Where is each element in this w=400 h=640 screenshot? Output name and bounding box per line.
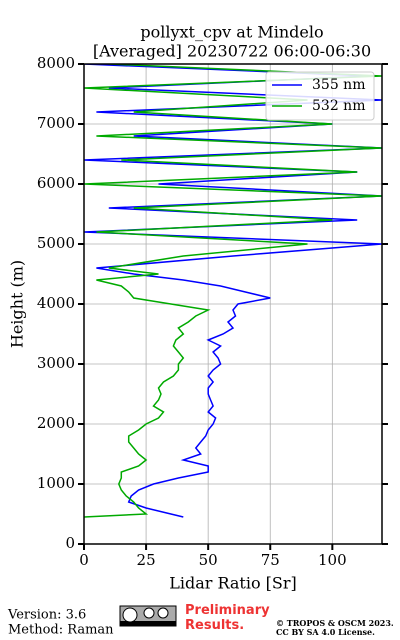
y-axis-label: Height (m) (8, 260, 27, 348)
x-tick-label: 75 (261, 551, 280, 569)
legend-box (265, 71, 375, 121)
x-tick-label: 0 (79, 551, 89, 569)
cc-badge (119, 605, 177, 627)
method: Method: Raman (8, 623, 114, 638)
version: Version: 3.6 (7, 608, 86, 623)
legend-label: 355 nm (312, 77, 365, 93)
plot-lines (84, 64, 382, 518)
y-tick-label: 5000 (37, 234, 75, 252)
x-tick-label: 100 (318, 551, 347, 569)
chart-title: pollyxt_cpv at Mindelo (140, 23, 323, 42)
y-tick-label: 1000 (37, 474, 75, 492)
status-line: Results. (185, 618, 244, 633)
y-tick-label: 7000 (37, 114, 75, 132)
y-tick-label: 8000 (37, 54, 75, 72)
profile-line (84, 64, 382, 518)
preliminary: Preliminary Results. (185, 603, 270, 633)
status: Preliminary (185, 603, 270, 618)
plot-frame (83, 63, 383, 545)
chart-subtitle: [Averaged] 20230722 06:00-06:30 (93, 42, 371, 61)
x-axis-label: Lidar Ratio [Sr] (169, 574, 297, 593)
y-tick-label: 0 (65, 534, 75, 552)
profile-line (84, 64, 382, 518)
y-tick-label: 4000 (37, 294, 75, 312)
x-tick-label: 50 (199, 551, 218, 569)
y-tick-label: 2000 (37, 414, 75, 432)
y-tick-label: 3000 (37, 354, 75, 372)
copyright: © TROPOS & OSCM 2023. (276, 618, 394, 628)
license: CC BY SA 4.0 License. (276, 627, 375, 637)
legend-label: 532 nm (312, 98, 365, 114)
y-tick-label: 6000 (37, 174, 75, 192)
x-tick-label: 25 (137, 551, 156, 569)
